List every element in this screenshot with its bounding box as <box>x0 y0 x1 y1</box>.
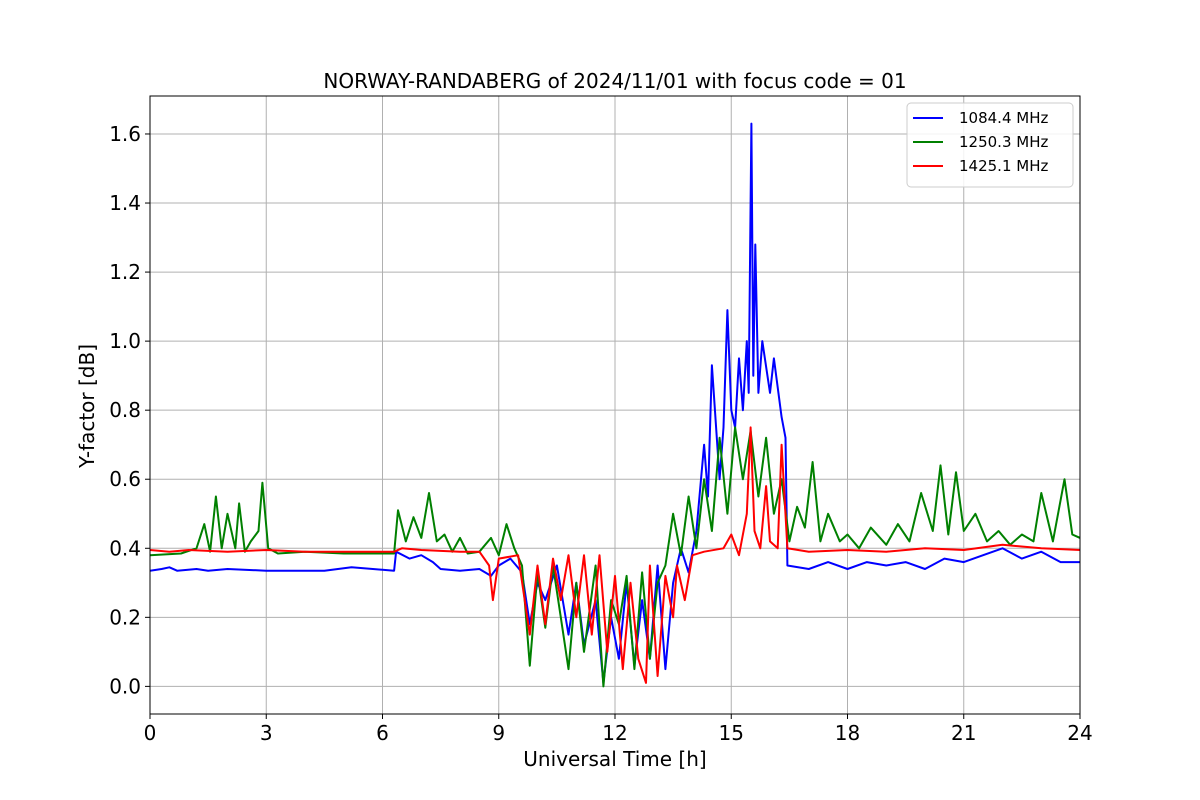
x-tick-label: 0 <box>144 721 157 745</box>
series-line-3 <box>150 426 1080 684</box>
x-tick-label: 12 <box>602 721 627 745</box>
y-axis-label: Y-factor [dB] <box>75 344 99 469</box>
y-tick-label: 0.8 <box>109 398 141 422</box>
y-tick-label: 0.4 <box>109 536 141 560</box>
legend: 1084.4 MHz 1250.3 MHz 1425.1 MHz <box>906 102 1074 188</box>
x-tick-label: 15 <box>719 721 744 745</box>
legend-label: 1425.1 MHz <box>959 157 1048 175</box>
legend-label: 1250.3 MHz <box>959 133 1048 151</box>
x-tick-label: 21 <box>951 721 976 745</box>
chart-title: NORWAY-RANDABERG of 2024/11/01 with focu… <box>323 69 906 93</box>
x-tick-label: 24 <box>1067 721 1092 745</box>
legend-label: 1084.4 MHz <box>959 109 1048 127</box>
y-tick-label: 1.0 <box>109 329 141 353</box>
y-tick-label: 1.6 <box>109 122 141 146</box>
legend-box <box>906 102 1074 188</box>
series-layer <box>150 122 1080 688</box>
x-axis-label: Universal Time [h] <box>523 747 706 771</box>
x-tick-label: 18 <box>835 721 860 745</box>
y-tick-label: 1.4 <box>109 191 141 215</box>
x-tick-label: 9 <box>492 721 505 745</box>
ticks: 0 3 6 9 12 15 18 21 24 0.0 0.2 0.4 0.6 0.8 1.0 1.2 1.4 1.… <box>109 122 1093 745</box>
x-tick-label: 6 <box>376 721 389 745</box>
y-tick-label: 0.0 <box>109 674 141 698</box>
y-tick-label: 1.2 <box>109 260 141 284</box>
y-tick-label: 0.2 <box>109 605 141 629</box>
x-tick-label: 3 <box>260 721 273 745</box>
y-tick-label: 0.6 <box>109 467 141 491</box>
